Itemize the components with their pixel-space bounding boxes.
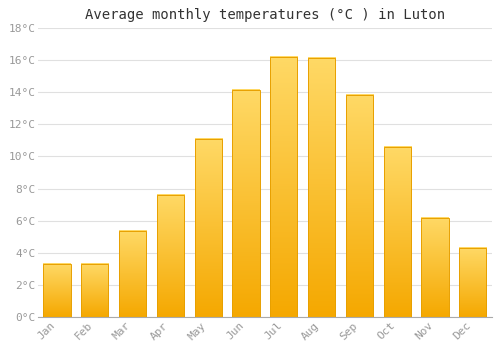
Bar <box>44 264 70 317</box>
Title: Average monthly temperatures (°C ) in Luton: Average monthly temperatures (°C ) in Lu… <box>85 8 445 22</box>
Bar <box>157 195 184 317</box>
Bar <box>422 218 448 317</box>
Bar <box>119 231 146 317</box>
Bar <box>384 147 411 317</box>
Bar <box>459 248 486 317</box>
Bar <box>194 139 222 317</box>
Bar <box>308 58 335 317</box>
Bar <box>232 90 260 317</box>
Bar <box>346 95 373 317</box>
Bar <box>81 264 108 317</box>
Bar <box>270 57 297 317</box>
